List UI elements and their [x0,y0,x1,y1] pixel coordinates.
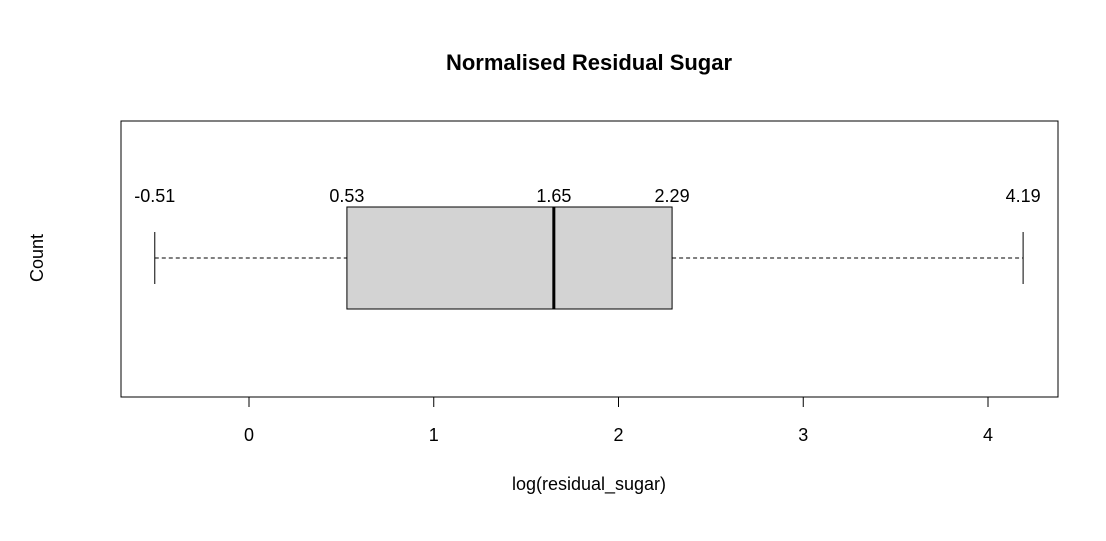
y-axis-label: Count [27,234,47,282]
boxplot-marks: -0.51 0.53 1.65 2.29 4.19 [134,186,1041,310]
q1-value-label: 0.53 [329,186,364,206]
x-tick-label: 4 [983,425,993,445]
q3-value-label: 2.29 [655,186,690,206]
min-value-label: -0.51 [134,186,175,206]
chart-title: Normalised Residual Sugar [446,50,733,75]
x-tick-label: 3 [798,425,808,445]
x-tick-label: 0 [244,425,254,445]
iqr-box [346,206,673,310]
x-axis-label: log(residual_sugar) [512,474,666,495]
x-tick-label: 1 [429,425,439,445]
x-axis: 0 1 2 3 4 [244,396,993,445]
max-value-label: 4.19 [1006,186,1041,206]
x-tick-label: 2 [613,425,623,445]
median-value-label: 1.65 [536,186,571,206]
